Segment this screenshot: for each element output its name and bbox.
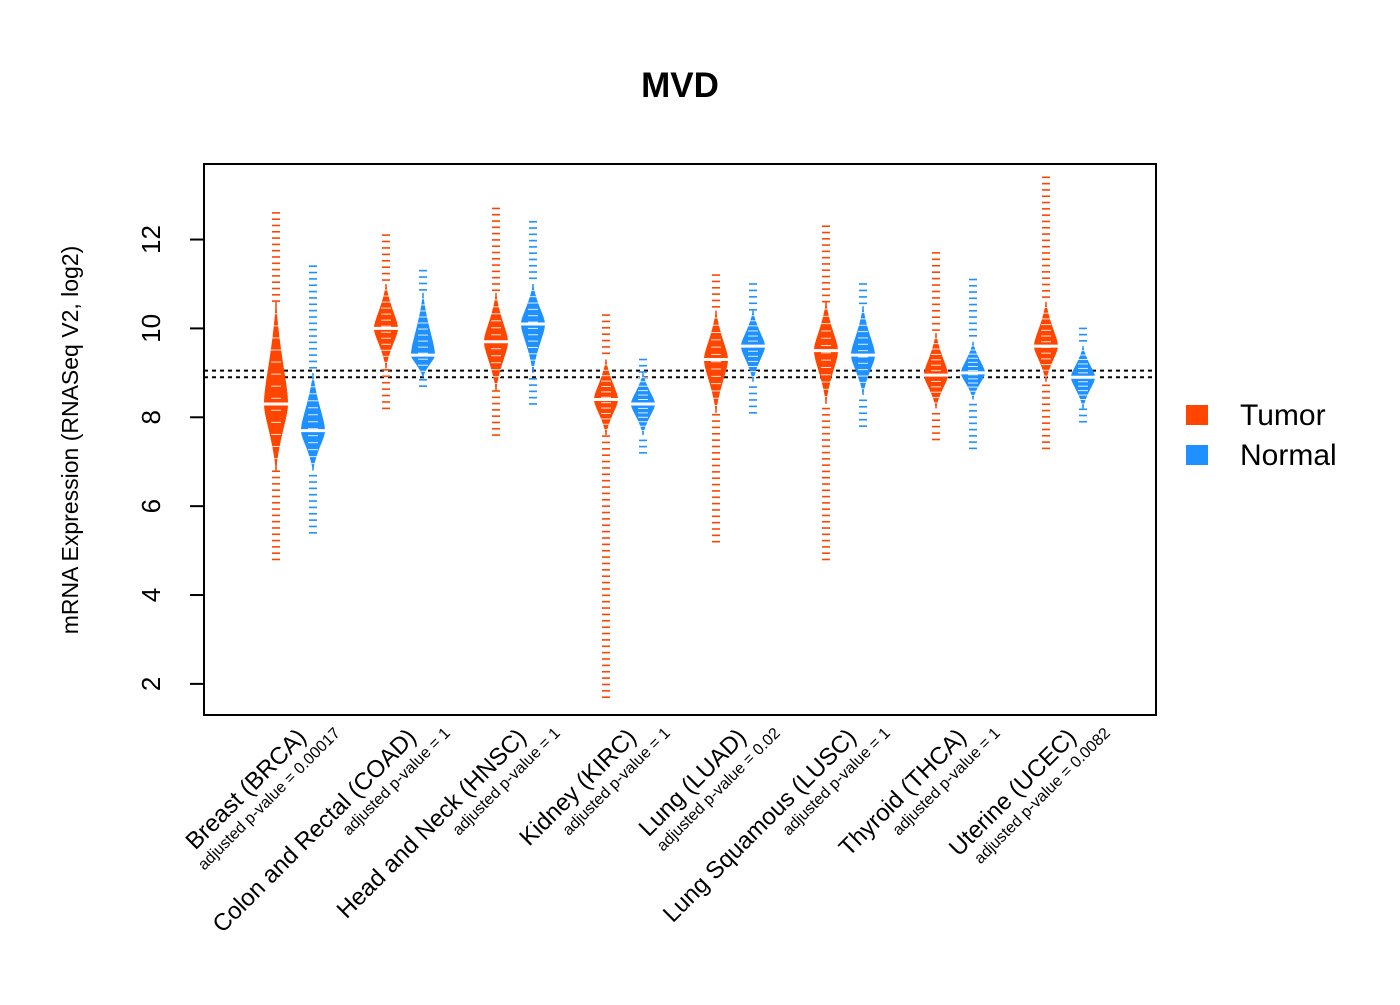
y-tick-label: 6 (136, 499, 166, 513)
bean-tumor-3 (481, 207, 511, 436)
plot-frame (203, 163, 1157, 716)
bean-tumor-2 (371, 234, 401, 410)
y-tick-label: 8 (136, 410, 166, 424)
legend-swatch-normal (1186, 445, 1208, 465)
bean-tumor-6 (811, 225, 841, 561)
legend-label-tumor: Tumor (1240, 399, 1326, 432)
bean-normal-7 (958, 278, 988, 450)
legend-label-normal: Normal (1240, 439, 1337, 472)
y-tick-label: 12 (136, 225, 166, 254)
bean-normal-2 (408, 269, 438, 387)
y-axis: 2 4 6 8 10 12 (136, 225, 204, 691)
bean-tumor-4 (591, 314, 621, 699)
bean-tumor-5 (701, 274, 731, 543)
y-axis-label: mRNA Expression (RNASeq V2, log2) (57, 246, 83, 635)
bean-tumor-7 (921, 252, 951, 441)
bean-normal-6 (848, 283, 878, 427)
y-tick-label: 4 (136, 588, 166, 602)
legend-swatch-tumor (1186, 405, 1208, 425)
bean-normal-8 (1068, 327, 1098, 423)
y-tick-label: 2 (136, 677, 166, 691)
bean-normal-3 (518, 220, 548, 405)
chart-title: MVD (641, 66, 719, 105)
bean-normal-5 (738, 283, 768, 414)
y-tick-label: 10 (136, 314, 166, 343)
legend: Tumor Normal (1186, 399, 1337, 472)
bean-tumor-1 (261, 212, 291, 561)
bean-normal-4 (628, 358, 658, 454)
bean-tumor-8 (1031, 176, 1061, 450)
bean-normal-1 (298, 265, 328, 534)
beans-layer (261, 176, 1098, 699)
reference-lines (204, 369, 1156, 379)
